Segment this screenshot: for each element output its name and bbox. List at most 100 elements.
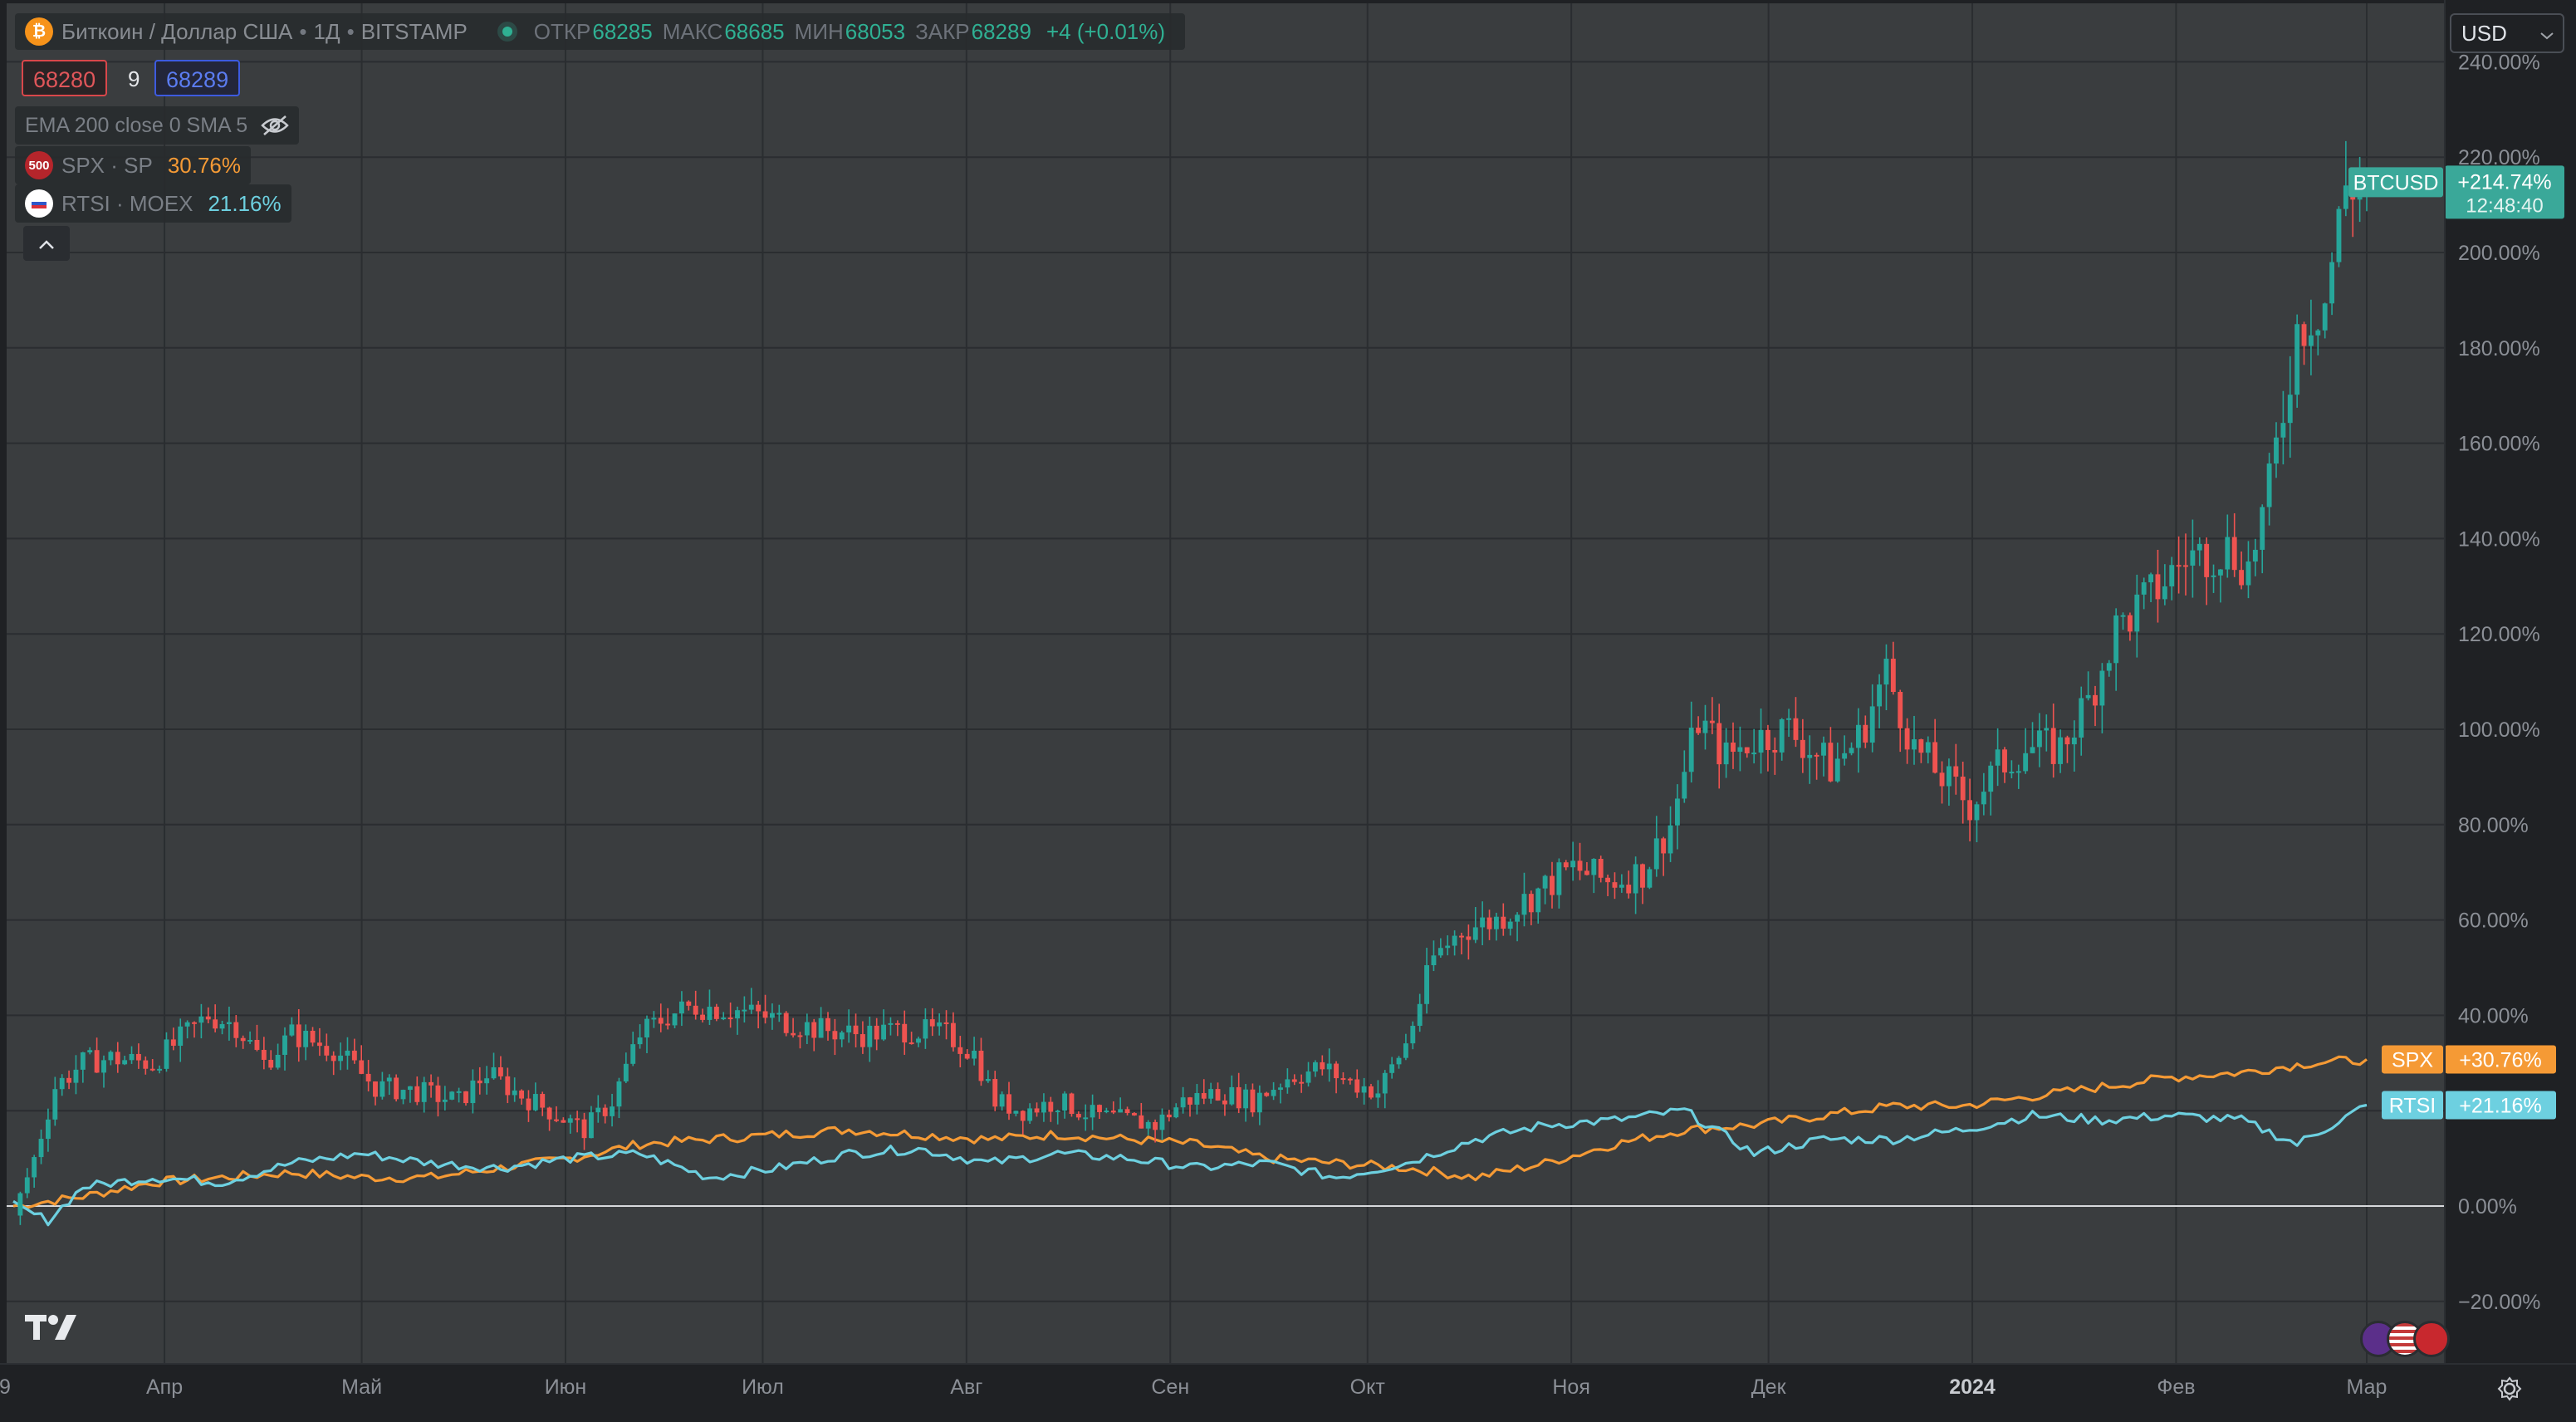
candle-body <box>80 1052 86 1070</box>
candle <box>1145 1120 1151 1135</box>
candle-body <box>1633 864 1638 894</box>
high-value: 68685 <box>724 18 785 44</box>
candle <box>1640 863 1645 905</box>
candle <box>1904 718 1910 764</box>
candle <box>1062 1091 1068 1119</box>
candle <box>129 1046 135 1064</box>
candle-body <box>797 1035 803 1037</box>
tradingview-logo[interactable] <box>25 1312 80 1350</box>
exchange-label[interactable]: BITSTAMP <box>360 18 468 44</box>
candle <box>38 1129 44 1165</box>
candle <box>1236 1072 1241 1114</box>
candle <box>149 1059 155 1071</box>
candle-body <box>1883 659 1889 685</box>
ema-indicator-legend[interactable]: EMA 200 close 0 SMA 5 <box>15 106 300 145</box>
candle <box>610 1093 615 1127</box>
candle <box>351 1038 357 1064</box>
symbol-legend[interactable]: ₿ Биткоин / Доллар США • 1Д • BITSTAMP О… <box>15 13 1186 50</box>
candle <box>2085 671 2091 701</box>
candle <box>1153 1119 1158 1143</box>
candle-body <box>1417 1003 1423 1027</box>
candle-body <box>1709 720 1715 723</box>
candle-body <box>867 1025 873 1047</box>
candle-body <box>1974 804 1980 821</box>
currency-selector[interactable]: USD <box>2450 13 2564 53</box>
rtsi-price-tag: RTSI +21.16% <box>2382 1091 2556 1120</box>
candle <box>707 989 713 1025</box>
buy-price-button[interactable]: 68289 <box>154 60 241 96</box>
candle-body <box>1452 935 1457 946</box>
candle <box>2015 764 2021 789</box>
candle-body <box>818 1017 824 1038</box>
candle-body <box>1271 1090 1276 1096</box>
candle-body <box>637 1037 643 1045</box>
candle <box>2030 722 2035 753</box>
collapse-legend-button[interactable] <box>23 226 70 261</box>
rtsi-price-tag-value: +21.16% <box>2459 1095 2541 1118</box>
candle <box>1215 1082 1221 1101</box>
spx-legend[interactable]: 500 SPX · SP 30.76% <box>15 146 252 184</box>
candle <box>505 1067 511 1104</box>
candle-body <box>429 1081 434 1086</box>
candle <box>769 1003 775 1030</box>
candle <box>923 1008 928 1049</box>
btc-price-tag: BTCUSD +214.74%12:48:40 <box>2348 165 2564 219</box>
timeframe-label[interactable]: 1Д <box>313 18 340 44</box>
candle-body <box>449 1091 455 1100</box>
candle <box>512 1077 517 1102</box>
candle <box>1550 861 1555 909</box>
candle <box>2225 514 2231 578</box>
candle <box>1863 715 1868 748</box>
candle-body <box>2071 737 2077 745</box>
candle <box>1682 750 1687 803</box>
candle <box>1131 1112 1137 1116</box>
candle <box>1347 1077 1353 1085</box>
candle-body <box>1688 728 1694 772</box>
candle-body <box>1320 1062 1325 1070</box>
sell-price-button[interactable]: 68280 <box>22 60 108 96</box>
candle <box>2245 541 2251 599</box>
candle-body <box>1291 1079 1297 1082</box>
candle-body <box>2190 550 2196 566</box>
candle-body <box>17 1193 23 1216</box>
time-axis-background <box>0 1364 2576 1422</box>
candle-body <box>616 1081 622 1107</box>
candle <box>678 991 684 1027</box>
settings-gear-icon[interactable] <box>2493 1372 2526 1405</box>
candle-body <box>463 1091 468 1104</box>
candle-body <box>2050 728 2056 764</box>
candle <box>894 1020 900 1037</box>
hidden-eye-icon[interactable] <box>261 115 289 136</box>
candle-body <box>1612 882 1618 888</box>
rtsi-legend[interactable]: RTSI · MOEX 21.16% <box>15 184 291 223</box>
candle <box>289 1017 295 1037</box>
candle <box>1090 1094 1095 1130</box>
candle <box>1006 1081 1011 1120</box>
currency-value: USD <box>2461 20 2507 46</box>
compare-symbols-icons[interactable] <box>2360 1321 2450 1357</box>
candle-body <box>1744 747 1750 753</box>
candle-body <box>2030 747 2035 753</box>
candle-body <box>1542 875 1548 889</box>
candle-body <box>1535 888 1541 913</box>
symbol-title[interactable]: Биткоин / Доллар США <box>61 18 293 44</box>
y-tick-label: 60.00% <box>2458 910 2529 933</box>
candle-body <box>470 1080 476 1104</box>
candle <box>1584 861 1589 875</box>
candle <box>296 1008 301 1062</box>
candle <box>2176 536 2182 594</box>
candle-body <box>1299 1081 1305 1084</box>
candle <box>651 1011 657 1028</box>
candle-body <box>658 1017 664 1024</box>
candle-body <box>2343 185 2348 209</box>
candle-body <box>825 1017 830 1032</box>
candle-body <box>1821 743 1826 756</box>
candle-body <box>630 1044 636 1064</box>
candle <box>742 996 747 1023</box>
candle <box>2308 299 2314 375</box>
candle <box>937 1013 943 1036</box>
candle-body <box>1166 1114 1172 1118</box>
candle-body <box>178 1026 184 1047</box>
candle-body <box>1598 859 1604 878</box>
